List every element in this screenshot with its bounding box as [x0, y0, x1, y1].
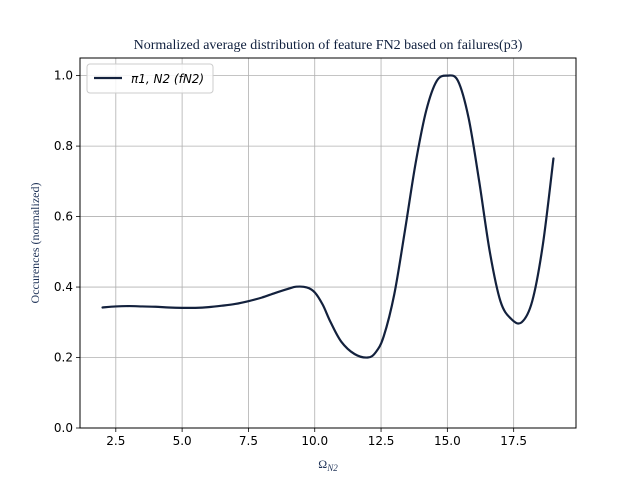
plot-area-frame	[79, 57, 577, 429]
x-tick-label: 2.5	[106, 434, 125, 448]
x-axis-ticks: 2.5 5.0 7.5 10.0 12.5 15.0 17.5	[106, 428, 527, 448]
x-axis-label: ΩN2	[318, 457, 338, 473]
y-axis-ticks: 0.0 0.2 0.4 0.6 0.8 1.0	[54, 69, 80, 435]
x-axis-label-main: Ω	[318, 457, 327, 471]
x-tick-label: 5.0	[173, 434, 192, 448]
legend-box	[86, 63, 214, 94]
y-tick-label: 1.0	[54, 69, 73, 83]
x-tick-label: 15.0	[434, 434, 461, 448]
y-axis-label: Occurences (normalized)	[28, 183, 42, 304]
legend-label: π1, N2 (fN2)	[131, 72, 204, 86]
grid	[80, 58, 576, 429]
y-tick-label: 0.4	[54, 280, 73, 294]
x-tick-label: 12.5	[368, 434, 395, 448]
x-tick-label: 17.5	[500, 434, 527, 448]
x-tick-label: 10.0	[301, 434, 328, 448]
y-tick-label: 0.0	[54, 421, 73, 435]
x-tick-label: 7.5	[239, 434, 258, 448]
y-tick-label: 0.8	[54, 139, 73, 153]
legend: π1, N2 (fN2)	[86, 63, 214, 94]
x-axis-label-subscript: N2	[326, 463, 338, 473]
chart-title: Normalized average distribution of featu…	[134, 38, 523, 53]
y-tick-label: 0.2	[54, 351, 73, 365]
y-tick-label: 0.6	[54, 210, 73, 224]
series-line	[101, 74, 555, 359]
